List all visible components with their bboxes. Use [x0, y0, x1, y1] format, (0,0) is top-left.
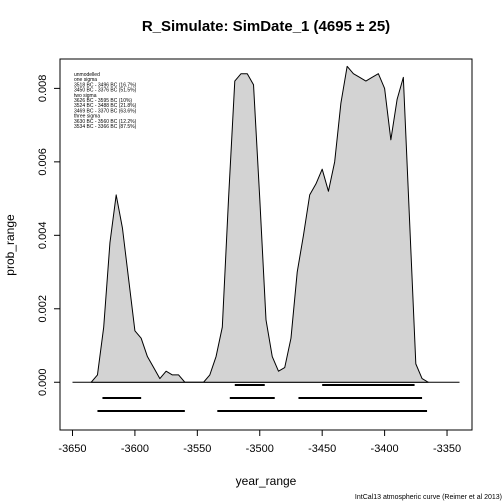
plot-area — [72, 65, 460, 412]
legend-line: one sigma — [74, 77, 97, 83]
legend-line: 3626 BC - 3595 BC (10%) — [74, 98, 132, 104]
x-tick-label: -3400 — [371, 443, 399, 455]
legend-line: 3450 BC - 3376 BC (51.5%) — [74, 88, 137, 94]
x-axis-label: year_range — [236, 474, 297, 488]
y-tick-label: 0.004 — [37, 222, 49, 250]
x-tick-label: -3350 — [433, 443, 461, 455]
x-tick-label: -3600 — [121, 443, 149, 455]
y-tick-label: 0.008 — [37, 75, 49, 103]
legend-line: two sigma — [74, 93, 97, 99]
x-tick-label: -3550 — [183, 443, 211, 455]
x-axis: -3650 -3600 -3550 -3500 -3450 -3400 -3350 — [58, 429, 461, 455]
credit-note: IntCal13 atmospheric curve (Reimer et al… — [355, 494, 502, 501]
y-axis: 0.000 0.002 0.004 0.006 0.008 — [37, 75, 61, 396]
probability-area — [90, 65, 429, 383]
x-tick-label: -3500 — [246, 443, 274, 455]
y-tick-label: 0.000 — [37, 368, 49, 396]
y-axis-label: prob_range — [3, 214, 17, 276]
y-tick-label: 0.006 — [37, 148, 49, 176]
legend-line: 3534 BC - 3366 BC (87.5%) — [74, 124, 137, 130]
x-tick-label: -3450 — [308, 443, 336, 455]
y-tick-label: 0.002 — [37, 295, 49, 323]
legend-line: unmodelled — [74, 72, 100, 78]
legend-line: 3469 BC - 3370 BC (63.6%) — [74, 108, 137, 114]
legend-line: 3524 BC - 3488 BC (21.8%) — [74, 103, 137, 109]
x-tick-label: -3650 — [58, 443, 86, 455]
legend-line: 3518 BC - 3496 BC (16.7%) — [74, 82, 137, 88]
chart-title: R_Simulate: SimDate_1 (4695 ± 25) — [142, 18, 390, 35]
legend-line: 3630 BC - 3560 BC (12.2%) — [74, 119, 137, 125]
legend-line: three sigma — [74, 114, 100, 120]
